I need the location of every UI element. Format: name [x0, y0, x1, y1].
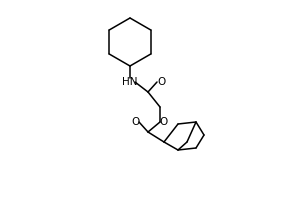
Text: O: O: [160, 117, 168, 127]
Text: HN: HN: [122, 77, 138, 87]
Text: O: O: [157, 77, 165, 87]
Text: O: O: [131, 117, 139, 127]
